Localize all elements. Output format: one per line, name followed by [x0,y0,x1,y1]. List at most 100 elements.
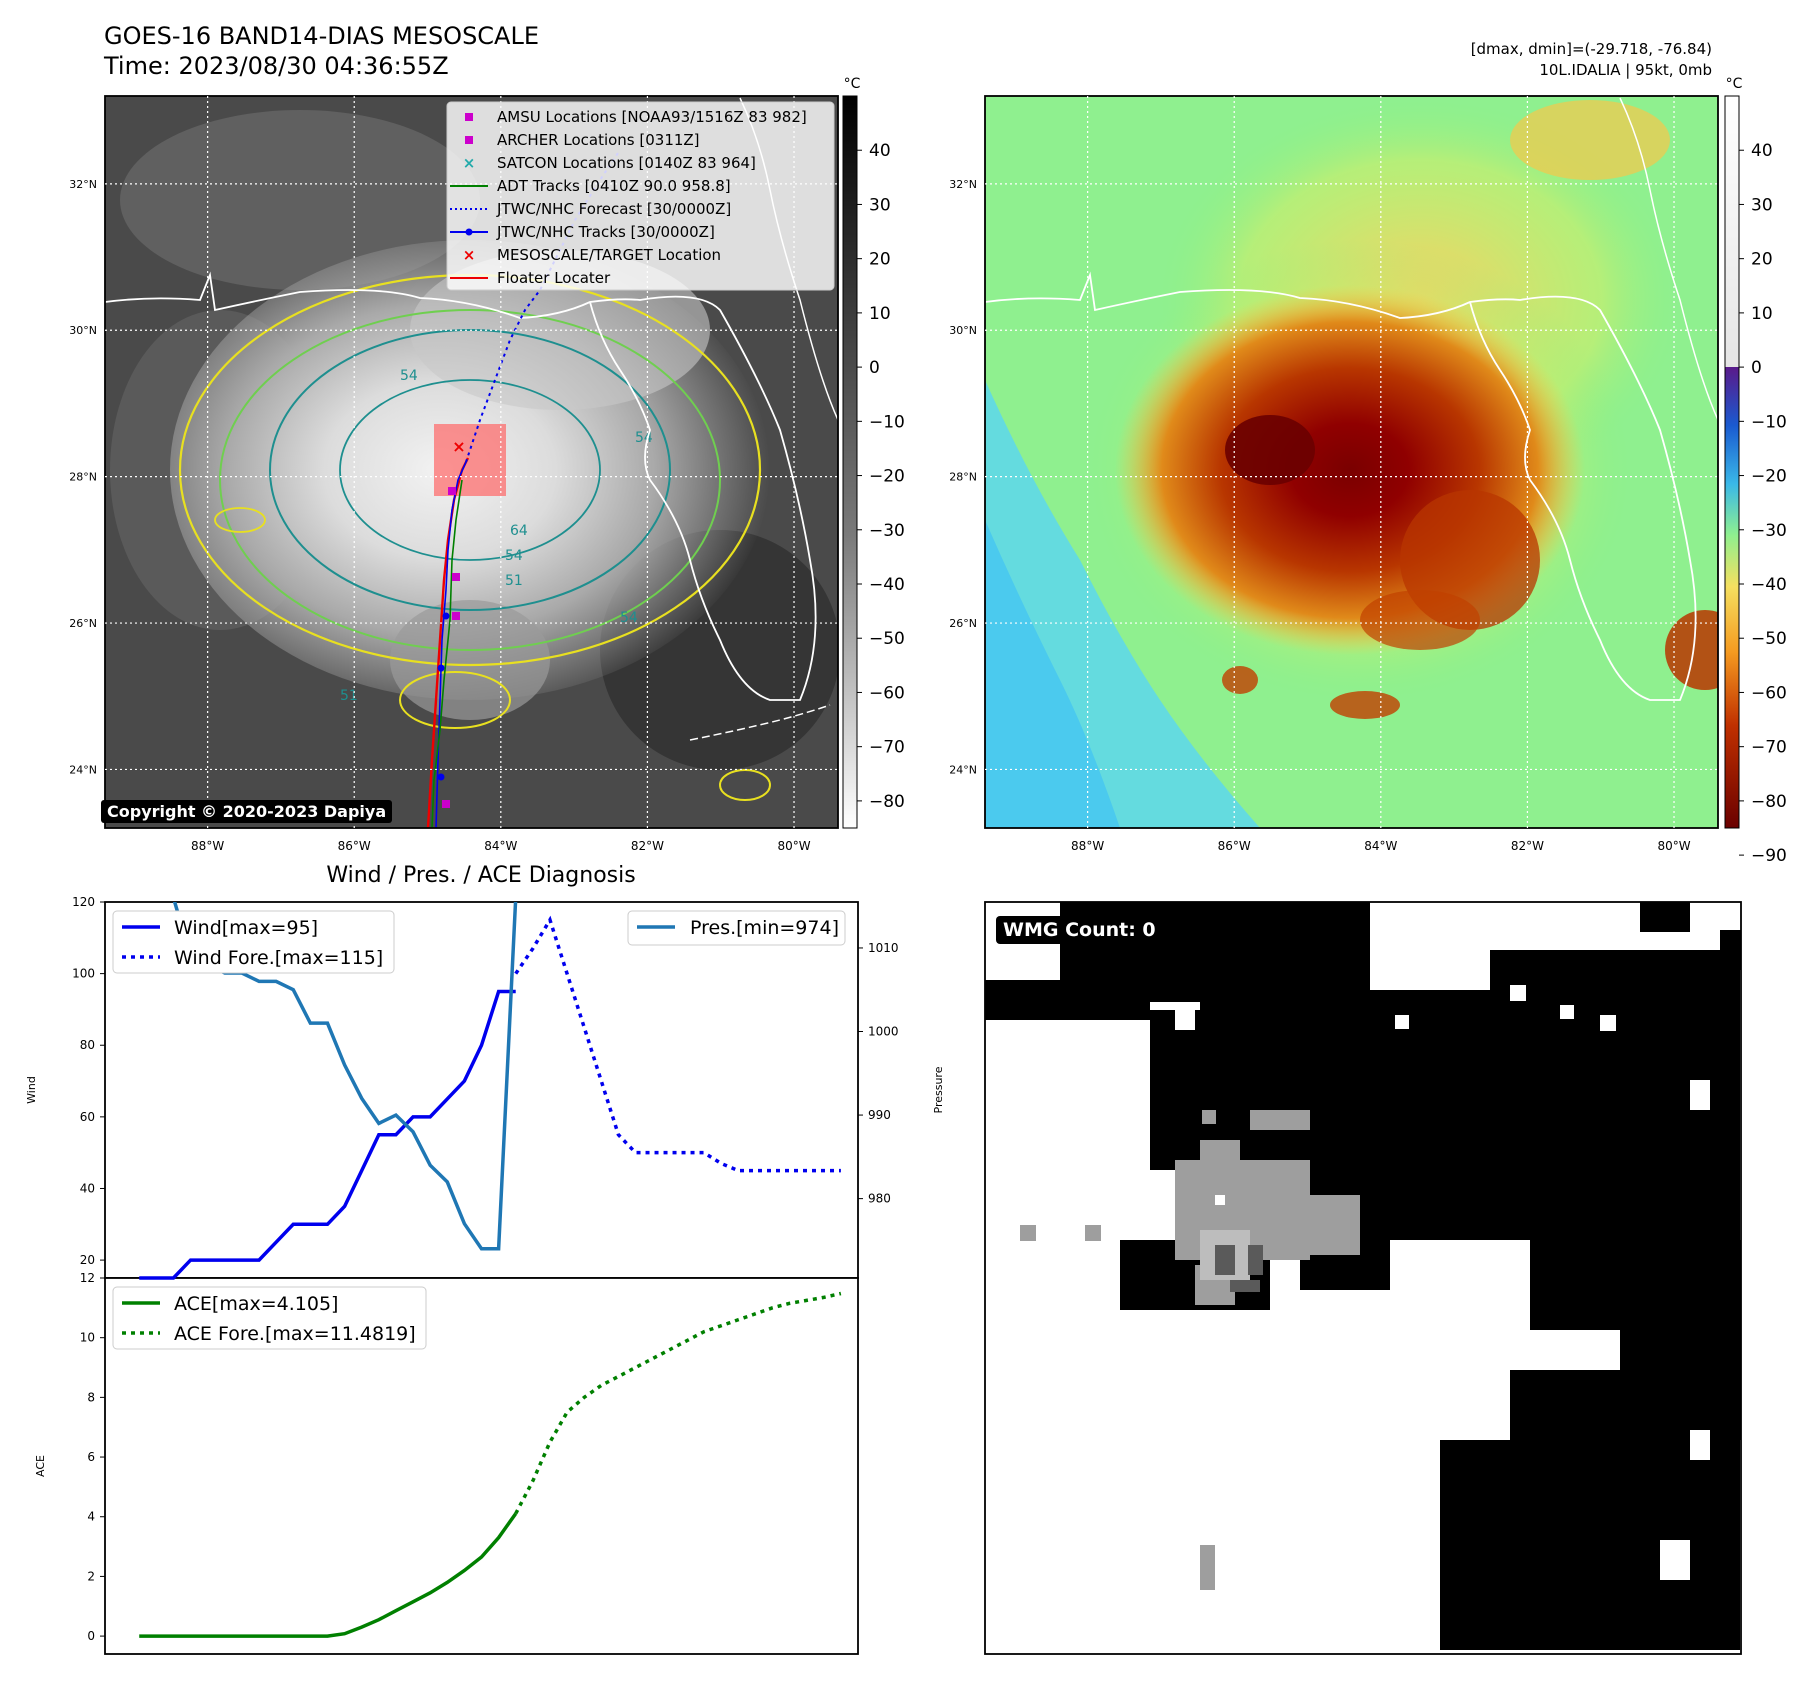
contour-label: 64 [510,523,528,539]
legend-dot-marker [465,228,473,236]
wmg-block [1510,985,1526,1001]
colorbar-tick-label: 10 [869,304,891,324]
header-dmax-dmin: [dmax, dmin]=(-29.718, -76.84) [1471,40,1712,58]
grayscale-colorbar-unit: °C [844,76,861,92]
y-tick-label: 10 [80,1331,95,1345]
legend-wind-fore: Wind Fore.[max=115] [174,947,383,969]
wmg-block [1202,1110,1216,1124]
y-tick-label: 12 [80,1271,95,1285]
colorbar-tick-label: −50 [869,629,905,649]
colorbar-tick-label: 30 [1751,195,1773,215]
colorbar-tick-label: 0 [1751,358,1762,378]
colorbar-tick-label: 20 [869,250,891,270]
wmg-block [1248,1245,1263,1275]
lon-tick-label: 80°W [1657,839,1690,853]
color-map-graticule: 88°W 86°W 84°W 82°W 80°W 32°N 30°N 28°N 26°N 24°N [949,96,1718,853]
wmg-block [1215,1245,1235,1275]
wmg-block [1690,1080,1710,1110]
wmg-block [1600,1015,1616,1031]
legend-item-label: Floater Locater [497,269,611,287]
grayscale-map-frame [104,95,839,829]
wmg-block [1215,1195,1225,1205]
pressure-legend: Pres.[min=974] [627,910,846,946]
wmg-block [1440,1440,1560,1650]
copyright-label: Copyright © 2020-2023 Dapiya [101,800,393,823]
y-tick-label: 80 [80,1038,95,1052]
lon-tick-label: 84°W [484,839,517,853]
diagnosis-title: Wind / Pres. / ACE Diagnosis [326,863,635,888]
legend-item-label: ARCHER Locations [0311Z] [497,131,700,149]
y-tick-label: 120 [72,895,95,909]
colorbar-tick-label: 30 [869,195,891,215]
contour-label: 54 [505,548,523,564]
wmg-block [1100,1110,1120,1130]
title-line1: GOES-16 BAND14-DIAS MESOSCALE [104,22,539,50]
y-tick-label: 100 [72,967,95,981]
colorbar-tick-label: −40 [869,575,905,595]
series-line [139,989,516,1280]
colorbar-tick-label: −20 [1751,467,1787,487]
lat-tick-label: 30°N [69,324,97,337]
contour-label: 51 [505,573,523,589]
wmg-block [1530,1210,1640,1330]
legend-x-marker: × [463,154,476,172]
color-colorbar-ticks: 40 30 20 10 0 −10 −20 −30 −40 −50 −60 −70 −80 −90 [1739,141,1787,866]
colorbar-tick-label: −40 [1751,575,1787,595]
colorbar-tick-label: −70 [1751,738,1787,758]
pressure-axis-label: Pressure [932,1066,945,1113]
wmg-block [1240,902,1370,1002]
lat-tick-label: 32°N [949,178,977,191]
lat-tick-label: 28°N [69,471,97,484]
colorbar-tick-label: 40 [1751,141,1773,161]
wmg-block [1250,1110,1310,1130]
y-tick-label: 4 [87,1510,95,1524]
wmg-block [1720,930,1741,970]
wmg-block [1490,950,1740,1070]
wind-legend: Wind[max=95] Wind Fore.[max=115] [112,910,395,974]
map-legend: AMSU Locations [NOAA93/1516Z 83 982] ARCH… [446,101,835,291]
contour-label: 54 [400,368,418,384]
colorbar-tick-label: 20 [1751,250,1773,270]
secondary-y-tick-label: 980 [868,1192,891,1206]
y-tick-label: 40 [80,1181,95,1195]
contour-label: 54 [635,430,653,446]
wmg-block [1300,1195,1360,1255]
colorbar-tick-label: −30 [1751,521,1787,541]
series-line [139,1512,518,1638]
colorbar-tick-label: −70 [869,738,905,758]
lat-tick-label: 32°N [69,178,97,191]
colorbar-tick-label: −20 [869,467,905,487]
wmg-block [1085,1225,1101,1241]
colorbar-tick-label: −10 [1751,412,1787,432]
wmg-panel [984,901,1742,1655]
colorbar-tick-label: −80 [869,792,905,812]
secondary-y-tick-label: 1010 [868,941,899,955]
colorbar-tick-label: −90 [1751,846,1787,866]
legend-item-label: JTWC/NHC Forecast [30/0000Z] [496,200,731,218]
series-line [514,915,841,1173]
ace-axis-label: ACE [34,1455,47,1477]
y-tick-label: 6 [87,1450,95,1464]
header-storm-info: 10L.IDALIA | 95kt, 0mb [1539,61,1712,79]
lat-tick-label: 26°N [69,617,97,630]
secondary-y-tick-label: 1000 [868,1025,899,1039]
wmg-block [1395,1015,1409,1029]
contour-label: 54 [620,610,638,626]
lon-tick-label: 86°W [338,839,371,853]
grayscale-colorbar-ticks: 40 30 20 10 0 −10 −20 −30 −40 −50 −60 −70 −80 [857,141,905,812]
colorbar-tick-label: 40 [869,141,891,161]
legend-item-label: JTWC/NHC Tracks [30/0000Z] [496,223,715,241]
ace-legend: ACE[max=4.105] ACE Fore.[max=11.4819] [112,1286,427,1350]
colorbar-tick-label: −10 [869,412,905,432]
wmg-block [1640,902,1690,932]
ace-plot: 0 2 4 6 8 10 12 [80,1271,842,1643]
contour-label: 51 [340,688,358,704]
wmg-block [1020,1225,1036,1241]
color-map-frame [984,95,1719,829]
y-tick-label: 2 [87,1569,95,1583]
y-tick-label: 8 [87,1390,95,1404]
lon-tick-label: 82°W [1511,839,1544,853]
legend-wind: Wind[max=95] [174,917,318,939]
wmg-block [1690,1430,1710,1460]
wmg-block [1660,1540,1690,1580]
